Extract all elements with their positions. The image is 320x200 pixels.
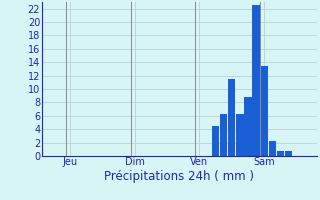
Bar — [269, 141, 276, 156]
Bar — [277, 151, 284, 156]
Bar — [228, 79, 236, 156]
Bar — [244, 97, 252, 156]
Bar — [260, 66, 268, 156]
Bar — [252, 5, 260, 156]
Bar — [236, 114, 244, 156]
Bar — [285, 151, 292, 156]
Bar — [220, 114, 228, 156]
X-axis label: Précipitations 24h ( mm ): Précipitations 24h ( mm ) — [104, 170, 254, 183]
Bar — [212, 126, 219, 156]
